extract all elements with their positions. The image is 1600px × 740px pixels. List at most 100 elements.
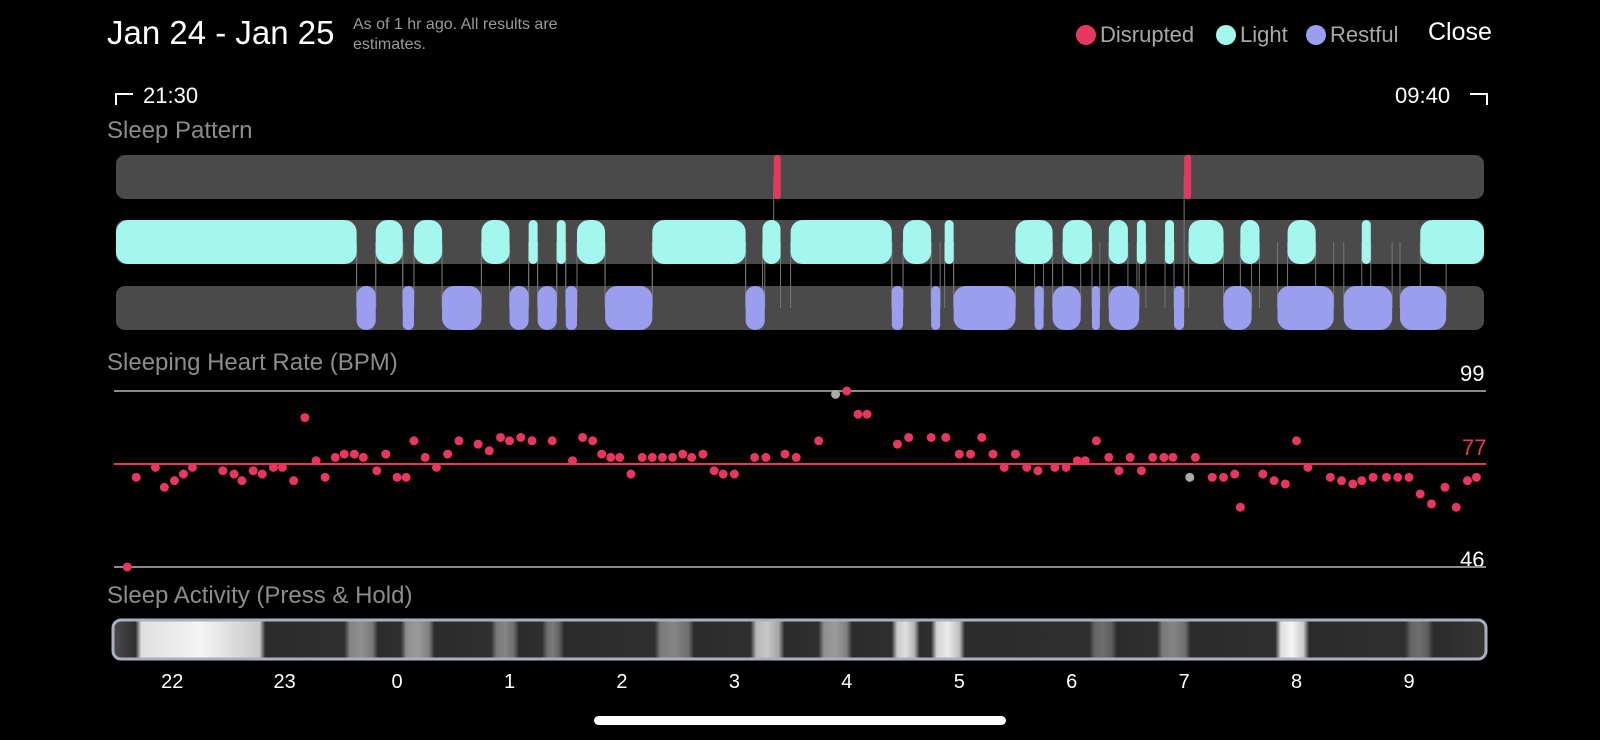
hr-point [687, 452, 697, 462]
legend-label: Disrupted [1100, 22, 1195, 47]
hr-point [1404, 472, 1414, 482]
light-segment [116, 220, 357, 264]
hr-point [1303, 462, 1313, 472]
legend-disrupted: Disrupted [1076, 22, 1194, 48]
legend-restful: Restful [1306, 22, 1398, 48]
hr-point [750, 452, 760, 462]
hr-point [926, 432, 936, 442]
hour-tick: 0 [391, 671, 403, 693]
hr-point [320, 472, 330, 482]
hr-point [289, 476, 299, 486]
restful-segment [1034, 286, 1044, 330]
hr-point [484, 446, 494, 456]
start-time: 21:30 [143, 83, 199, 108]
restful-segment [1223, 286, 1252, 330]
light-segment [903, 220, 932, 264]
hr-point-gray [1185, 472, 1195, 482]
avg-bpm-label: 77 [1462, 435, 1487, 460]
hr-point [567, 456, 577, 466]
legend-label: Restful [1330, 22, 1399, 47]
light-segment [1240, 220, 1260, 264]
hr-point [1010, 449, 1020, 459]
restful-segment [1343, 286, 1393, 330]
home-indicator[interactable] [594, 716, 1006, 725]
light-segment [1420, 220, 1484, 264]
hr-point [853, 409, 863, 419]
end-time: 09:40 [1395, 83, 1451, 108]
hr-point [966, 449, 976, 459]
light-segment [1165, 220, 1175, 264]
heart-rate-label: Sleeping Heart Rate (BPM) [107, 349, 398, 376]
hr-point [1471, 472, 1481, 482]
hr-point [229, 469, 239, 479]
hour-tick: 22 [161, 671, 184, 693]
pattern-track-0 [116, 155, 1484, 199]
hr-point [892, 439, 902, 449]
hr-point [169, 476, 179, 486]
hr-point [339, 449, 349, 459]
light-segment [528, 220, 538, 264]
hr-point [1168, 452, 1178, 462]
hr-point [1033, 466, 1043, 476]
hr-point [678, 449, 688, 459]
hr-point [300, 413, 310, 423]
hour-tick: 23 [273, 671, 296, 693]
hour-tick: 2 [616, 671, 628, 693]
hr-point [709, 466, 719, 476]
restful-segment [1108, 286, 1140, 330]
hr-point [1080, 456, 1090, 466]
hr-point [1104, 452, 1114, 462]
light-segment [481, 220, 510, 264]
sleep-activity-label: Sleep Activity (Press & Hold) [107, 582, 413, 609]
disrupted-dot-icon [1076, 25, 1096, 45]
hour-tick: 7 [1178, 671, 1190, 693]
restful-segment [537, 286, 557, 330]
close-button[interactable]: Close [1428, 18, 1492, 46]
hr-point [1426, 499, 1436, 509]
restful-segment [1091, 286, 1100, 330]
restful-segment [442, 286, 482, 330]
hr-point [1440, 482, 1450, 492]
hr-point [1091, 436, 1101, 446]
hr-point [1136, 466, 1146, 476]
hour-tick: 1 [503, 671, 516, 693]
hr-point [657, 452, 667, 462]
hr-point [988, 449, 998, 459]
hr-point [1415, 489, 1425, 499]
hour-tick: 9 [1403, 671, 1415, 693]
hr-point [597, 449, 607, 459]
light-dot-icon [1216, 25, 1236, 45]
light-segment [1136, 220, 1146, 264]
hr-point [473, 439, 483, 449]
hr-point [1159, 452, 1169, 462]
hr-point [637, 452, 647, 462]
hr-point [420, 452, 430, 462]
restful-segment [356, 286, 376, 330]
hr-point [257, 469, 267, 479]
restful-segment [1277, 286, 1334, 330]
hr-point [159, 482, 169, 492]
hr-point [349, 449, 359, 459]
hr-point [1072, 456, 1082, 466]
hr-point [1050, 462, 1060, 472]
hr-point [1125, 452, 1135, 462]
hr-point [401, 472, 411, 482]
light-segment [1108, 220, 1128, 264]
hr-point [780, 449, 790, 459]
hr-point [443, 449, 453, 459]
hr-point [1190, 452, 1200, 462]
hr-point [814, 436, 824, 446]
hr-point [729, 469, 739, 479]
hour-tick: 8 [1291, 671, 1303, 693]
hr-point [454, 436, 464, 446]
hr-point [187, 462, 197, 472]
hr-point [1235, 502, 1245, 512]
hr-point [1368, 472, 1378, 482]
hr-point [1230, 469, 1240, 479]
hr-point [1462, 476, 1472, 486]
hr-point [698, 449, 708, 459]
hr-point [615, 452, 625, 462]
light-segment [944, 220, 954, 264]
